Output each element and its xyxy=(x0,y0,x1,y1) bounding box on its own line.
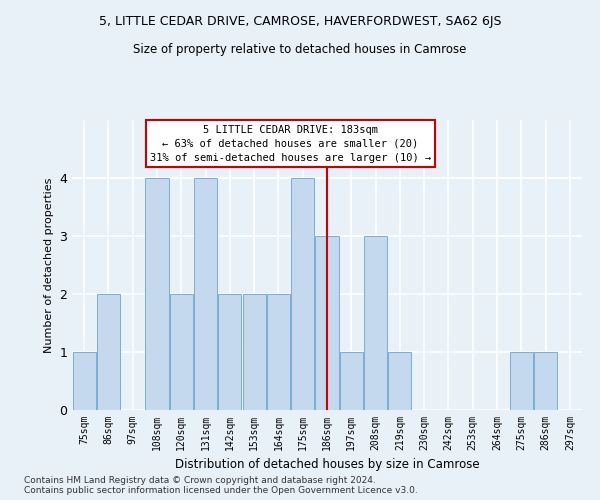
Bar xyxy=(97,294,120,410)
Bar xyxy=(145,178,169,410)
Bar xyxy=(194,178,217,410)
Bar xyxy=(364,236,387,410)
Bar xyxy=(267,294,290,410)
Text: Size of property relative to detached houses in Camrose: Size of property relative to detached ho… xyxy=(133,42,467,56)
Bar xyxy=(340,352,363,410)
Bar xyxy=(218,294,241,410)
Bar xyxy=(388,352,412,410)
Bar xyxy=(242,294,266,410)
Text: Contains HM Land Registry data © Crown copyright and database right 2024.
Contai: Contains HM Land Registry data © Crown c… xyxy=(24,476,418,495)
Text: 5, LITTLE CEDAR DRIVE, CAMROSE, HAVERFORDWEST, SA62 6JS: 5, LITTLE CEDAR DRIVE, CAMROSE, HAVERFOR… xyxy=(99,15,501,28)
Bar xyxy=(510,352,533,410)
X-axis label: Distribution of detached houses by size in Camrose: Distribution of detached houses by size … xyxy=(175,458,479,471)
Bar xyxy=(170,294,193,410)
Bar xyxy=(73,352,95,410)
Text: 5 LITTLE CEDAR DRIVE: 183sqm
← 63% of detached houses are smaller (20)
31% of se: 5 LITTLE CEDAR DRIVE: 183sqm ← 63% of de… xyxy=(150,124,431,162)
Bar xyxy=(291,178,314,410)
Bar xyxy=(316,236,338,410)
Bar xyxy=(534,352,557,410)
Y-axis label: Number of detached properties: Number of detached properties xyxy=(44,178,53,352)
